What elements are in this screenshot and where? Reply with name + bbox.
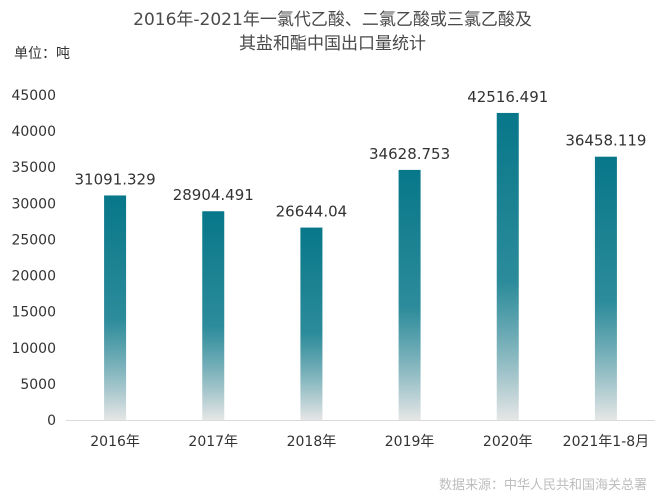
data-label: 42516.491	[467, 88, 548, 106]
y-tick-label: 0	[47, 413, 56, 429]
data-label: 36458.119	[565, 132, 646, 150]
data-label: 31091.329	[75, 170, 156, 188]
bar	[398, 169, 421, 420]
chart-title-line-1: 2016年-2021年一氯代乙酸、二氯乙酸或三氯乙酸及	[133, 10, 532, 30]
bar	[594, 156, 617, 421]
y-tick-label: 10000	[11, 341, 56, 357]
bar	[202, 211, 225, 420]
x-tick-label: 2018年	[287, 434, 337, 450]
x-tick-label: 2017年	[188, 434, 238, 450]
data-label: 34628.753	[369, 145, 450, 163]
bar	[300, 227, 323, 420]
bar	[496, 112, 519, 420]
y-tick-label: 45000	[11, 88, 56, 104]
y-tick-label: 35000	[11, 160, 56, 176]
y-tick-label: 40000	[11, 124, 56, 140]
y-tick-label: 20000	[11, 269, 56, 285]
x-tick-label: 2016年	[90, 434, 140, 450]
x-tick-label: 2019年	[385, 434, 435, 450]
data-source-note: 数据来源：中华人民共和国海关总署	[438, 478, 647, 493]
chart-title-line-2: 其盐和酯中国出口量统计	[239, 34, 426, 54]
x-tick-label: 2020年	[483, 434, 533, 450]
y-tick-label: 5000	[20, 377, 56, 393]
y-tick-label: 25000	[11, 232, 56, 248]
data-label: 28904.491	[173, 186, 254, 204]
y-tick-label: 15000	[11, 305, 56, 321]
unit-label: 单位：吨	[14, 46, 70, 62]
y-tick-label: 30000	[11, 196, 56, 212]
x-tick-label: 2021年1-8月	[563, 434, 650, 450]
data-label: 26644.04	[276, 203, 348, 221]
bar	[104, 195, 127, 420]
